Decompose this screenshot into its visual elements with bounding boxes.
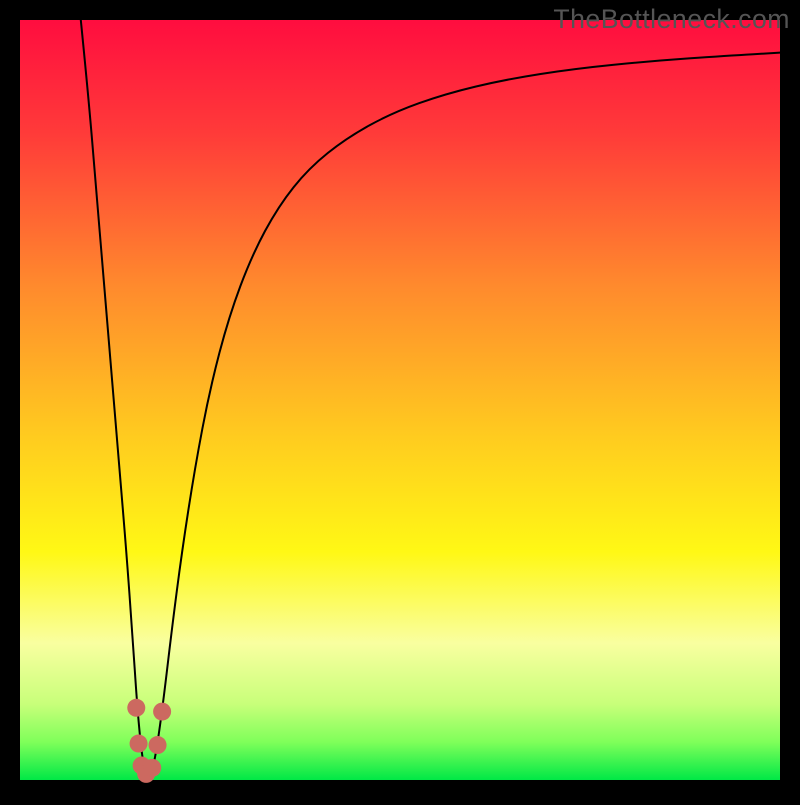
- trough-marker: [127, 699, 145, 717]
- bottleneck-chart: [0, 0, 800, 800]
- trough-marker: [143, 759, 161, 777]
- trough-marker: [149, 736, 167, 754]
- chart-svg: [0, 0, 800, 800]
- trough-marker: [153, 703, 171, 721]
- watermark-text: TheBottleneck.com: [553, 4, 790, 35]
- trough-marker: [130, 735, 148, 753]
